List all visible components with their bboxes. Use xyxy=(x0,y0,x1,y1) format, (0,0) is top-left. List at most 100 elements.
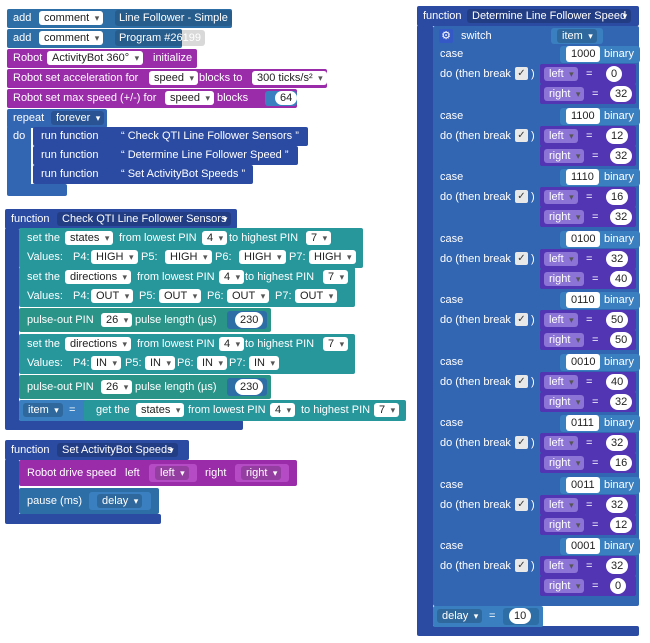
run-function-block-1[interactable]: run function “ Check QTI Line Follower S… xyxy=(33,127,308,146)
p7-value-dropdown[interactable]: IN xyxy=(249,356,279,370)
case-binary-value[interactable]: 1100 xyxy=(566,108,600,124)
break-checkbox[interactable]: ✓ xyxy=(515,252,528,265)
p5-value-dropdown[interactable]: IN xyxy=(145,356,175,370)
set-right-block[interactable]: right = 32 xyxy=(540,207,636,227)
right-variable-dropdown[interactable]: right xyxy=(544,210,585,224)
break-checkbox[interactable]: ✓ xyxy=(515,313,528,326)
set-left-block[interactable]: left = 0 xyxy=(540,64,636,84)
p5-value-dropdown[interactable]: OUT xyxy=(159,289,202,303)
break-checkbox[interactable]: ✓ xyxy=(515,436,528,449)
repeat-mode-dropdown[interactable]: forever xyxy=(51,111,105,125)
highest-pin-dropdown[interactable]: 7 xyxy=(323,270,349,284)
left-speed-value[interactable]: 32 xyxy=(606,497,629,513)
p5-value-dropdown[interactable]: HIGH xyxy=(165,250,212,264)
p7-value-dropdown[interactable]: OUT xyxy=(295,289,338,303)
gear-icon[interactable]: ⚙ xyxy=(439,29,453,43)
p4-value-dropdown[interactable]: IN xyxy=(91,356,121,370)
p6-value-dropdown[interactable]: HIGH xyxy=(239,250,286,264)
case-binary-value[interactable]: 0010 xyxy=(566,354,601,370)
function-name-field[interactable]: Determine Line Follower Speed xyxy=(467,9,632,23)
case-binary-value[interactable]: 0001 xyxy=(566,538,601,554)
acceleration-param-dropdown[interactable]: speed xyxy=(149,71,198,85)
case-binary-value[interactable]: 0110 xyxy=(566,292,600,308)
break-checkbox[interactable]: ✓ xyxy=(515,375,528,388)
set-left-block[interactable]: left = 32 xyxy=(540,433,636,453)
set-right-block[interactable]: right = 40 xyxy=(540,269,636,289)
case-binary-value[interactable]: 1110 xyxy=(566,169,599,185)
pulse-length-value[interactable]: 230 xyxy=(235,312,264,328)
set-left-block[interactable]: left = 32 xyxy=(540,249,636,269)
set-left-block[interactable]: left = 32 xyxy=(540,495,636,515)
item-variable-dropdown[interactable]: item xyxy=(23,403,63,417)
add-comment-block-2[interactable]: add comment Program #26199 xyxy=(7,29,205,48)
robot-acceleration-block[interactable]: Robot set acceleration for speed blocks … xyxy=(7,69,327,88)
set-item-variable-block[interactable]: item = xyxy=(19,400,91,421)
right-variable-dropdown[interactable]: right xyxy=(544,272,585,286)
function-name-field[interactable]: “ Set ActivityBot Speeds ” xyxy=(121,168,246,180)
left-variable-dropdown[interactable]: left xyxy=(544,67,578,81)
function-name-field[interactable]: Set ActivityBot Speeds xyxy=(57,443,178,457)
set-right-block[interactable]: right = 32 xyxy=(540,146,636,166)
set-left-block[interactable]: left = 40 xyxy=(540,372,636,392)
comment-type-dropdown[interactable]: comment xyxy=(39,11,104,25)
left-variable-dropdown[interactable]: left xyxy=(544,375,578,389)
left-variable-dropdown[interactable]: left xyxy=(155,466,189,480)
switch-variable-dropdown[interactable]: item xyxy=(557,29,597,43)
function-determine-speed-header[interactable]: function Determine Line Follower Speed xyxy=(417,6,639,26)
set-right-block[interactable]: right = 0 xyxy=(540,576,636,596)
right-variable-dropdown[interactable]: right xyxy=(544,333,585,347)
robot-device-dropdown[interactable]: ActivityBot 360° xyxy=(47,51,144,65)
break-checkbox[interactable]: ✓ xyxy=(515,559,528,572)
right-speed-value[interactable]: 32 xyxy=(610,148,633,164)
set-right-block[interactable]: right = 32 xyxy=(540,84,636,104)
right-variable-dropdown[interactable]: right xyxy=(544,149,585,163)
add-comment-block-1[interactable]: add comment Line Follower - Simple xyxy=(7,9,232,28)
highest-pin-dropdown[interactable]: 7 xyxy=(306,231,332,245)
lowest-pin-dropdown[interactable]: 4 xyxy=(202,231,228,245)
robot-drive-speed-block[interactable]: Robot drive speed left left right right xyxy=(19,460,297,486)
left-speed-value[interactable]: 40 xyxy=(606,374,629,390)
pin-property-dropdown[interactable]: states xyxy=(65,231,114,245)
right-variable-dropdown[interactable]: right xyxy=(544,518,585,532)
left-speed-value[interactable]: 0 xyxy=(606,66,623,82)
break-checkbox[interactable]: ✓ xyxy=(515,67,528,80)
set-right-block[interactable]: right = 12 xyxy=(540,515,636,535)
lowest-pin-dropdown[interactable]: 4 xyxy=(219,337,245,351)
set-left-block[interactable]: left = 50 xyxy=(540,310,636,330)
set-left-block[interactable]: left = 12 xyxy=(540,126,636,146)
right-variable-dropdown[interactable]: right xyxy=(544,87,585,101)
function-name-field[interactable]: “ Check QTI Line Follower Sensors ” xyxy=(121,130,299,142)
set-pins-states-block[interactable]: set the states from lowest PIN 4 to high… xyxy=(19,228,363,268)
pause-block[interactable]: pause (ms) delay xyxy=(19,488,159,514)
lowest-pin-dropdown[interactable]: 4 xyxy=(270,403,296,417)
right-speed-value[interactable]: 32 xyxy=(610,86,633,102)
right-variable-dropdown[interactable]: right xyxy=(241,466,282,480)
p4-value-dropdown[interactable]: HIGH xyxy=(91,250,138,264)
case-binary-value[interactable]: 1000 xyxy=(566,46,601,62)
pause-variable-dropdown[interactable]: delay xyxy=(97,494,143,508)
max-speed-param-dropdown[interactable]: speed xyxy=(165,91,214,105)
get-pin-property-dropdown[interactable]: states xyxy=(136,403,185,417)
right-variable-dropdown[interactable]: right xyxy=(544,579,585,593)
p6-value-dropdown[interactable]: OUT xyxy=(227,289,270,303)
left-variable-dropdown[interactable]: left xyxy=(544,129,578,143)
case-binary-value[interactable]: 0100 xyxy=(566,231,601,247)
right-speed-value[interactable]: 0 xyxy=(610,578,627,594)
left-variable-dropdown[interactable]: left xyxy=(544,252,578,266)
set-right-block[interactable]: right = 16 xyxy=(540,453,636,473)
right-speed-value[interactable]: 50 xyxy=(610,332,633,348)
left-speed-value[interactable]: 16 xyxy=(606,189,629,205)
run-function-block-3[interactable]: run function “ Set ActivityBot Speeds ” xyxy=(33,165,253,184)
pin-property-dropdown[interactable]: directions xyxy=(65,337,132,351)
run-function-block-2[interactable]: run function “ Determine Line Follower S… xyxy=(33,146,298,165)
set-pins-directions-in-block[interactable]: set the directions from lowest PIN 4 to … xyxy=(19,334,355,374)
pulse-out-block-1[interactable]: pulse-out PIN 26 pulse length (µs) 230 xyxy=(19,308,271,332)
case-binary-value[interactable]: 0111 xyxy=(566,415,599,431)
highest-pin-dropdown[interactable]: 7 xyxy=(323,337,349,351)
set-pins-directions-out-block[interactable]: set the directions from lowest PIN 4 to … xyxy=(19,267,355,307)
pulse-pin-dropdown[interactable]: 26 xyxy=(101,380,133,394)
robot-initialize-block[interactable]: Robot ActivityBot 360° initialize xyxy=(7,49,197,68)
break-checkbox[interactable]: ✓ xyxy=(515,498,528,511)
delay-variable-dropdown[interactable]: delay xyxy=(437,609,483,623)
p6-value-dropdown[interactable]: IN xyxy=(197,356,227,370)
